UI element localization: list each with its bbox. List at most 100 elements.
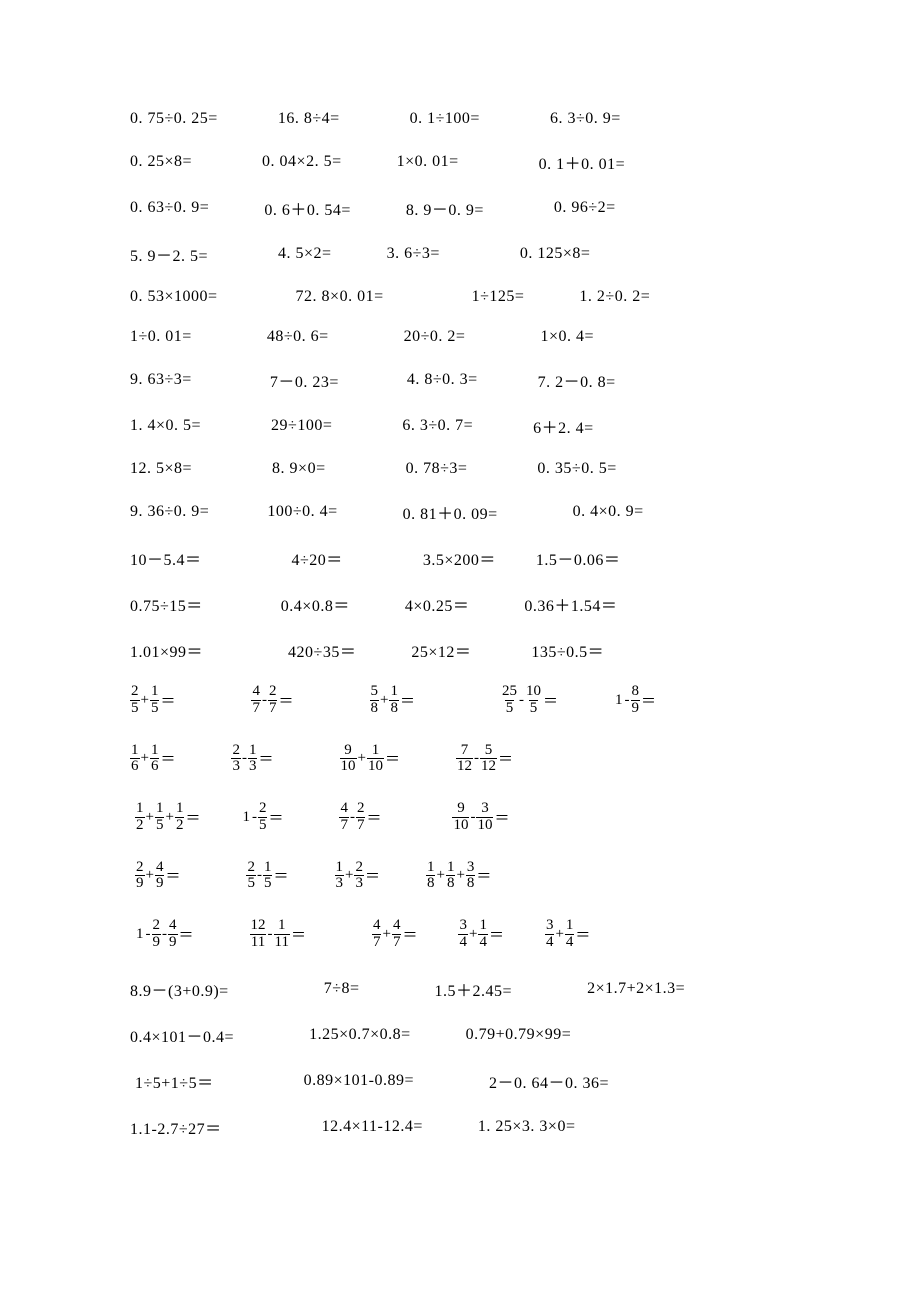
math-expression: 72. 8×0. 01= [296, 288, 384, 306]
operator: - [518, 692, 525, 709]
fraction-row: 29+49＝25-15＝13+23＝18+18+38＝ [130, 860, 830, 893]
numerator: 2 [246, 860, 256, 876]
math-expression: 0. 78÷3= [406, 460, 468, 478]
fraction-row: 25+15＝47-27＝58+18＝255-105＝1-89＝ [130, 684, 830, 717]
fraction: 47 [251, 684, 261, 717]
numerator: 3 [466, 860, 476, 876]
math-expression: 5. 9－2. 5= [130, 242, 208, 266]
numerator: 1 [150, 684, 160, 700]
denominator: 8 [426, 875, 436, 892]
math-expression: 0.79+0.79×99= [466, 1026, 572, 1044]
denominator: 10 [367, 758, 384, 775]
operator: ＝ [542, 690, 559, 711]
expression-row: 0.75÷15＝0.4×0.8＝4×0.25＝0.36＋1.54＝ [130, 592, 830, 616]
numerator: 1 [130, 743, 140, 759]
fraction: 14 [565, 918, 575, 951]
denominator: 5 [155, 817, 165, 834]
operator: + [140, 692, 150, 709]
numerator: 1 [565, 918, 575, 934]
fraction: 105 [525, 684, 542, 717]
denominator: 7 [372, 934, 382, 951]
denominator: 8 [466, 875, 476, 892]
numerator: 1 [335, 860, 345, 876]
math-expression: 29÷100= [271, 417, 332, 435]
fraction-expression: 910+110＝ [340, 743, 401, 776]
numerator: 1 [426, 860, 436, 876]
math-expression: 0. 04×2. 5= [262, 153, 342, 171]
numerator: 1 [371, 743, 381, 759]
numerator: 2 [152, 918, 162, 934]
operator: ＝ [257, 748, 274, 769]
operator: ＝ [493, 807, 510, 828]
operator: + [379, 692, 389, 709]
math-expression: 7. 2－0. 8= [538, 368, 616, 392]
denominator: 7 [268, 700, 278, 717]
numerator: 1 [446, 860, 456, 876]
numerator: 1 [175, 801, 185, 817]
expression-row: 0. 75÷0. 25=16. 8÷4=0. 1÷100=6. 3÷0. 9= [130, 110, 830, 128]
fraction-expression: 910-310＝ [452, 801, 510, 834]
fraction-expression: 712-512＝ [456, 743, 514, 776]
operator: ＝ [475, 865, 492, 886]
fraction: 1211 [250, 918, 267, 951]
math-expression: 0.89×101-0.89= [304, 1072, 414, 1090]
denominator: 2 [135, 817, 145, 834]
denominator: 12 [456, 758, 473, 775]
fraction-expression: 47+47＝ [372, 918, 418, 951]
operator: - [256, 867, 263, 884]
fraction: 255 [501, 684, 518, 717]
denominator: 7 [339, 817, 349, 834]
fraction: 58 [370, 684, 380, 717]
worksheet-page: 0. 75÷0. 25=16. 8÷4=0. 1÷100=6. 3÷0. 9=0… [0, 0, 830, 1221]
math-expression: 12. 5×8= [130, 460, 192, 478]
numerator: 3 [480, 801, 490, 817]
operator: + [140, 750, 150, 767]
fraction-expression: 25-15＝ [246, 860, 289, 893]
fraction-expression: 1-89＝ [614, 684, 657, 717]
math-expression: 1×0. 01= [397, 153, 459, 171]
expression-row: 5. 9－2. 5=4. 5×2=3. 6÷3=0. 125×8= [130, 242, 830, 266]
fraction: 18 [446, 860, 456, 893]
math-expression: 1÷0. 01= [130, 328, 192, 346]
expression-row: 9. 63÷3=7－0. 23=4. 8÷0. 3=7. 2－0. 8= [130, 368, 830, 392]
fraction: 13 [248, 743, 258, 776]
denominator: 5 [529, 700, 539, 717]
numerator: 2 [354, 860, 364, 876]
fraction: 34 [458, 918, 468, 951]
expression-row: 10－5.4＝4÷20＝3.5×200＝1.5－0.06＝ [130, 546, 830, 570]
math-expression: 100÷0. 4= [267, 503, 337, 521]
operator: ＝ [574, 924, 591, 945]
denominator: 3 [231, 758, 241, 775]
math-expression: 10－5.4＝ [130, 546, 202, 570]
fraction: 110 [367, 743, 384, 776]
math-expression: 135÷0.5＝ [531, 638, 604, 662]
fraction: 14 [478, 918, 488, 951]
operator: - [161, 926, 168, 943]
denominator: 4 [565, 934, 575, 951]
expression-row: 1÷0. 01=48÷0. 6=20÷0. 2=1×0. 4= [130, 328, 830, 346]
math-expression: 25×12＝ [411, 638, 471, 662]
fraction-expression: 25+15＝ [130, 684, 176, 717]
fraction: 47 [392, 918, 402, 951]
math-expression: 0. 63÷0. 9= [130, 199, 209, 217]
fraction: 89 [631, 684, 641, 717]
operator: ＝ [640, 690, 657, 711]
fraction-expression: 16+16＝ [130, 743, 176, 776]
math-expression: 48÷0. 6= [267, 328, 329, 346]
numerator: 1 [248, 743, 258, 759]
denominator: 11 [274, 934, 290, 951]
expression-row: 0.4×101－0.4=1.25×0.7×0.8=0.79+0.79×99= [130, 1023, 830, 1047]
fraction: 23 [354, 860, 364, 893]
denominator: 5 [505, 700, 515, 717]
expression-row: 1.01×99＝420÷35＝25×12＝135÷0.5＝ [130, 638, 830, 662]
math-expression: 0. 75÷0. 25= [130, 110, 218, 128]
denominator: 10 [452, 817, 469, 834]
numerator: 3 [458, 918, 468, 934]
denominator: 9 [152, 934, 162, 951]
fraction: 13 [335, 860, 345, 893]
expression-row: 8.9－(3+0.9)=7÷8=1.5＋2.45=2×1.7+2×1.3= [130, 977, 830, 1001]
math-expression: 0. 6＋0. 54= [264, 196, 351, 220]
operator: - [267, 926, 274, 943]
operator: + [455, 867, 465, 884]
denominator: 9 [135, 875, 145, 892]
